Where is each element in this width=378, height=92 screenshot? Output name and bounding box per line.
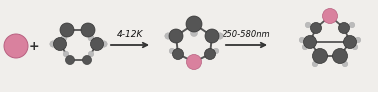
Circle shape (61, 35, 67, 41)
Circle shape (191, 30, 197, 37)
Circle shape (342, 61, 348, 67)
Circle shape (50, 41, 56, 47)
Circle shape (60, 23, 74, 37)
Circle shape (88, 35, 94, 41)
Circle shape (186, 16, 202, 32)
Circle shape (81, 23, 95, 37)
Circle shape (165, 33, 171, 39)
Circle shape (101, 41, 107, 47)
Circle shape (302, 44, 308, 50)
Circle shape (169, 29, 183, 43)
Circle shape (172, 48, 183, 60)
Text: 250-580nm: 250-580nm (222, 30, 271, 39)
Circle shape (322, 8, 338, 23)
Circle shape (205, 29, 219, 43)
Circle shape (305, 22, 311, 28)
Circle shape (355, 37, 361, 43)
Text: +: + (29, 39, 39, 53)
Circle shape (352, 44, 358, 50)
Circle shape (344, 36, 356, 48)
Circle shape (299, 37, 305, 43)
Circle shape (186, 54, 201, 69)
Circle shape (204, 48, 215, 60)
Circle shape (82, 55, 91, 64)
Circle shape (339, 23, 350, 33)
Circle shape (88, 51, 94, 57)
Circle shape (310, 23, 322, 33)
Circle shape (213, 48, 219, 54)
Circle shape (312, 61, 318, 67)
Circle shape (4, 34, 28, 58)
Circle shape (54, 38, 67, 51)
Circle shape (65, 55, 74, 64)
Circle shape (63, 51, 69, 57)
Text: 4-12K: 4-12K (117, 30, 143, 39)
Circle shape (349, 22, 355, 28)
Circle shape (313, 48, 327, 63)
Circle shape (90, 38, 104, 51)
Circle shape (333, 48, 347, 63)
Circle shape (217, 33, 223, 39)
Circle shape (169, 48, 175, 54)
Circle shape (304, 36, 316, 48)
